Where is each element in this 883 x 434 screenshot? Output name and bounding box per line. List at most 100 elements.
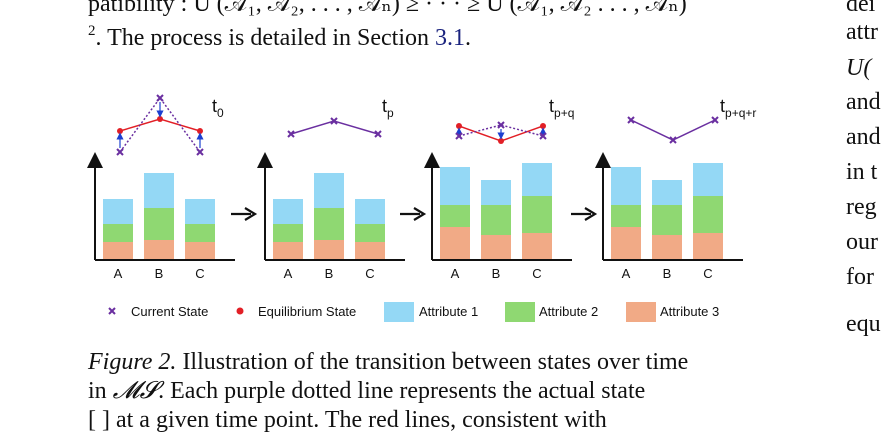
category-label: A <box>284 266 293 281</box>
bar-attribute-1 <box>611 167 641 205</box>
bar-attribute-1 <box>314 173 344 208</box>
bar-attribute-1 <box>440 167 470 205</box>
legend-swatch-attribute-3 <box>626 302 656 322</box>
time-label: tp <box>382 96 394 120</box>
bar-attribute-2 <box>481 205 511 235</box>
bar-attribute-3 <box>273 242 303 260</box>
bar-attribute-3 <box>103 242 133 260</box>
bar-attribute-3 <box>185 242 215 260</box>
section-ref-prefix: . The process is detailed in Section <box>95 25 435 51</box>
caption-text-3: [ ] at a given time point. The red lines… <box>88 407 607 433</box>
figure-label: Figure 2. <box>88 349 177 375</box>
bar-attribute-3 <box>440 227 470 260</box>
legend-equilibrium-marker <box>236 307 244 315</box>
legend-swatch-attribute-1 <box>384 302 414 322</box>
current-state-marker <box>374 130 382 138</box>
category-label: C <box>532 266 541 281</box>
bar-attribute-2 <box>185 224 215 242</box>
bar-attribute-1 <box>103 199 133 224</box>
figure-caption-line-2: in 𝓜𝓢. Each purple dotted line represent… <box>88 377 645 405</box>
bar-attribute-2 <box>144 208 174 240</box>
caption-text-2-suffix: . Each purple dotted line represents the… <box>158 378 646 404</box>
right-column-line: our <box>846 229 878 255</box>
category-label: B <box>663 266 672 281</box>
equilibrium-state-marker <box>197 128 203 134</box>
figure-caption-line-3: [ ] at a given time point. The red lines… <box>88 406 607 434</box>
right-column-line: and <box>846 89 881 115</box>
state-transition-figure: A B Ct0 A B Ctp A B Ctp+q A B Ctp+q+r Current State… <box>87 94 756 322</box>
state-panel: A B Ctp+q+r <box>595 96 756 281</box>
compatibility-formula: patibility : U (𝒜₁, 𝒜₂, . . . , 𝒜ₙ) ≥ · … <box>88 0 687 17</box>
category-label: A <box>114 266 123 281</box>
right-column-line: reg <box>846 194 877 220</box>
category-label: B <box>492 266 501 281</box>
caption-text-2-prefix: in <box>88 378 113 404</box>
legend-attribute-3: Attribute 3 <box>660 304 719 319</box>
bar-attribute-3 <box>314 240 344 260</box>
bar-attribute-2 <box>273 224 303 242</box>
equilibrium-state-marker <box>540 123 546 129</box>
current-state-marker <box>108 307 116 315</box>
current-state-marker <box>627 116 635 124</box>
body-text-line-2: 2. The process is detailed in Section 3.… <box>88 23 471 55</box>
legend: Current State Equilibrium State Attribute … <box>108 302 719 322</box>
bar-attribute-1 <box>693 163 723 196</box>
category-label: B <box>325 266 334 281</box>
bar-attribute-3 <box>144 240 174 260</box>
bar-attribute-2 <box>693 196 723 233</box>
current-state-marker <box>539 132 547 140</box>
bar-attribute-1 <box>481 180 511 205</box>
transition-arrow-head <box>244 207 258 221</box>
right-column-line: U( <box>846 55 872 81</box>
bar-attribute-3 <box>481 235 511 260</box>
bar-attribute-3 <box>611 227 641 260</box>
section-ref-suffix: . <box>464 25 471 51</box>
caption-text-1: Illustration of the transition between s… <box>182 349 689 375</box>
category-label: A <box>622 266 631 281</box>
current-state-line <box>119 96 201 153</box>
bar-attribute-1 <box>185 199 215 224</box>
current-state-marker <box>330 117 338 125</box>
legend-swatch-attribute-2 <box>505 302 535 322</box>
state-panel: A B Ctp <box>257 96 405 281</box>
state-panel: A B Ctp+q <box>424 96 574 281</box>
current-state-marker <box>287 130 295 138</box>
legend-current-state: Current State <box>131 304 208 319</box>
current-state-line <box>458 124 544 137</box>
bar-attribute-3 <box>652 235 682 260</box>
bar-attribute-2 <box>314 208 344 240</box>
ms-symbol: 𝓜𝓢 <box>112 378 159 404</box>
bar-attribute-1 <box>652 180 682 205</box>
bar-attribute-2 <box>652 205 682 235</box>
bar-attribute-2 <box>440 205 470 227</box>
equilibrium-state-marker <box>117 128 123 134</box>
legend-attribute-1: Attribute 1 <box>419 304 478 319</box>
legend-attribute-2: Attribute 2 <box>539 304 598 319</box>
bar-attribute-2 <box>355 224 385 242</box>
bar-attribute-2 <box>103 224 133 242</box>
current-state-marker <box>455 132 463 140</box>
current-state-marker <box>156 94 164 102</box>
body-text-line-1: patibility : U (𝒜₁, 𝒜₂, . . . , 𝒜ₙ) ≥ · … <box>88 0 687 18</box>
bar-attribute-1 <box>144 173 174 208</box>
equilibrium-state-marker <box>498 138 504 144</box>
section-link[interactable]: 3.1 <box>434 25 465 51</box>
right-column-line: attr <box>846 19 878 45</box>
current-state-marker <box>116 148 124 156</box>
right-column-line: equ <box>846 311 881 337</box>
category-label: C <box>195 266 204 281</box>
bar-attribute-1 <box>273 199 303 224</box>
state-panel: A B Ct0 <box>87 94 235 281</box>
category-label: C <box>365 266 374 281</box>
bar-attribute-3 <box>693 233 723 260</box>
time-label: tp+q <box>549 96 574 120</box>
transition-arrow-head <box>584 207 598 221</box>
legend-equilibrium-state: Equilibrium State <box>258 304 356 319</box>
footnote-mark[interactable]: 2 <box>88 23 96 39</box>
bar-attribute-1 <box>355 199 385 224</box>
category-label: A <box>451 266 460 281</box>
bar-attribute-1 <box>522 163 552 196</box>
category-label: B <box>155 266 164 281</box>
current-state-marker <box>669 136 677 144</box>
category-label: C <box>703 266 712 281</box>
